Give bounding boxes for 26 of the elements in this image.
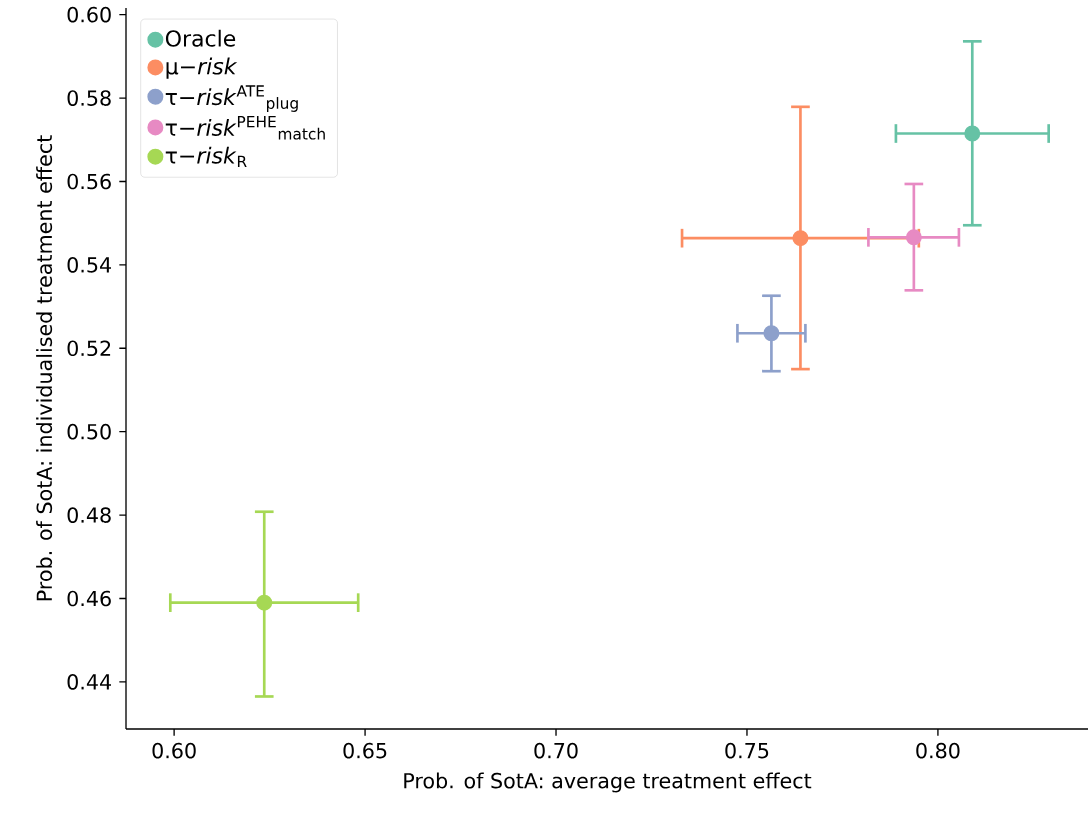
legend-label: τ−risk$^{ATE}$plug [165,85,298,112]
y-tick-label: 0.50 [67,423,111,440]
point [256,594,273,611]
y-tick-label: 0.44 [67,674,111,690]
legend-label: τ−risk$^{PEHE}$match [165,116,325,140]
y-tick-label: 0.56 [67,173,111,190]
x-tick-label: 0.80 [916,742,960,759]
legend-label: μ−risk [166,57,238,79]
y-tick-label: 0.52 [67,340,111,357]
x-tick-label: 0.70 [534,742,578,759]
x-tick-label: 0.75 [725,742,769,759]
y-tick-label: 0.46 [67,590,111,607]
legend-label: τ−risk$_{R}$ [165,146,247,167]
point [905,229,922,246]
point [964,125,981,142]
x-axis-title: Prob. of SotA: average treatment effect [404,772,812,793]
point [792,230,809,247]
y-tick-label: 0.54 [67,257,111,273]
x-tick-label: 0.60 [152,742,196,759]
y-tick-label: 0.58 [67,90,111,106]
y-axis-title: Prob. of SotA: individualised treatment effect [36,135,53,601]
x-tick-label: 0.65 [343,742,387,759]
legend-label: Oracle [165,29,236,47]
point [763,325,780,342]
y-tick-label: 0.48 [67,507,111,523]
y-tick-label: 0.60 [67,6,111,23]
